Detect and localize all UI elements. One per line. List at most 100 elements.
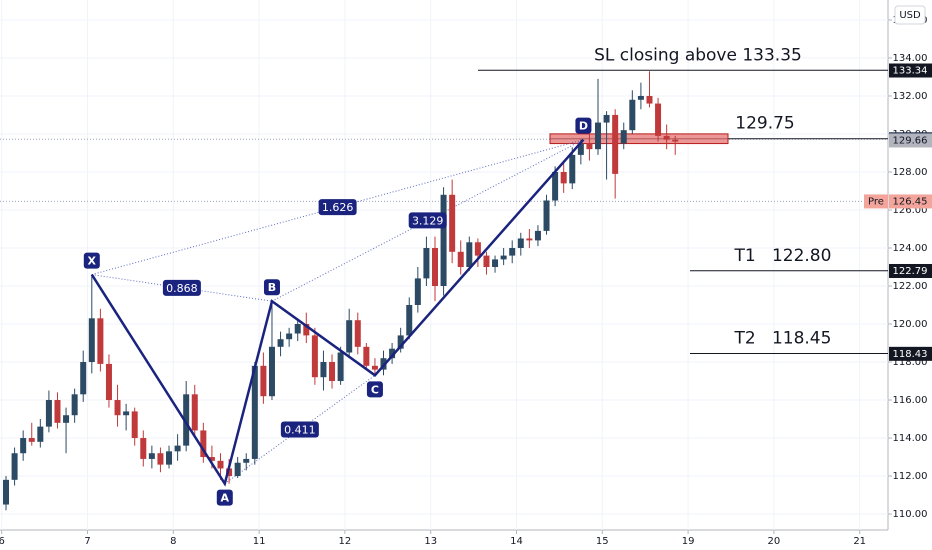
candle-body	[337, 352, 344, 382]
price-tag-prefix: Pre	[868, 196, 884, 207]
candle-body	[329, 362, 336, 382]
y-tick-label: 128.00	[893, 167, 928, 178]
point-label: B	[268, 281, 276, 294]
currency-box	[894, 5, 926, 25]
candle-body	[346, 320, 353, 353]
y-tick-label: 132.00	[893, 91, 928, 102]
price-tag	[889, 63, 932, 78]
candle-body	[20, 438, 27, 454]
price-tag-label: 133.34	[893, 66, 928, 77]
candle-body	[148, 453, 155, 459]
candle-body	[603, 114, 610, 123]
price-tag	[889, 346, 932, 361]
candle-body	[37, 426, 44, 442]
candle-body	[543, 200, 550, 231]
candle-body	[54, 400, 61, 423]
ratio-box	[408, 212, 447, 229]
point-label: A	[221, 492, 230, 505]
point-box	[366, 381, 383, 398]
candle-body	[28, 438, 35, 442]
candle-body	[595, 122, 602, 150]
x-tick-label: 14	[510, 536, 523, 547]
candle-body	[466, 242, 473, 267]
x-tick-label: 21	[853, 536, 866, 547]
candle-body	[655, 103, 662, 136]
ratio-box	[162, 279, 201, 296]
candle-body	[268, 346, 275, 397]
candle-body	[637, 95, 644, 100]
candle-body	[260, 365, 267, 397]
candle-body	[191, 394, 198, 431]
price-tag	[889, 133, 932, 148]
candle-body	[586, 143, 593, 150]
candle-body	[226, 468, 233, 477]
level-label: 129.75	[735, 114, 794, 134]
candle-body	[423, 247, 430, 279]
candle-body	[131, 411, 138, 439]
x-tick-label: 6	[0, 536, 5, 547]
zone	[549, 133, 729, 145]
candle-body	[449, 194, 456, 252]
candle-body	[569, 154, 576, 184]
candle-body	[431, 247, 438, 286]
candle-body	[140, 438, 147, 459]
y-tick-label: 126.00	[893, 205, 928, 216]
ratio-label: 3.129	[412, 214, 444, 227]
candle-body	[63, 415, 70, 423]
candle-body	[105, 363, 112, 401]
price-tag-label: 122.79	[893, 266, 928, 277]
y-tick-label: 118.00	[893, 357, 928, 368]
point-box	[575, 117, 592, 134]
candle-body	[157, 453, 164, 465]
x-tick-label: 11	[253, 536, 266, 547]
y-tick-label: 114.00	[893, 433, 928, 444]
candle-body	[397, 335, 404, 349]
candle-body	[629, 99, 636, 131]
y-tick-label: 112.00	[893, 471, 928, 482]
ratio-label: 0.868	[166, 282, 198, 295]
candle-body	[526, 238, 533, 241]
price-tag	[889, 194, 932, 209]
candle-body	[80, 362, 87, 395]
candle-body	[440, 194, 447, 286]
price-tag-label: 129.66	[893, 135, 928, 146]
level-label: T1 122.80	[734, 246, 832, 266]
y-tick-label: 122.00	[893, 281, 928, 292]
candle-body	[354, 320, 361, 347]
price-tag	[889, 263, 932, 278]
ratio-line	[91, 139, 584, 276]
price-tag-label: 118.43	[893, 349, 928, 360]
candle-body	[123, 411, 130, 416]
point-box	[263, 279, 280, 296]
candle-body	[406, 305, 413, 336]
point-label: X	[88, 255, 97, 268]
point-label: D	[579, 120, 588, 133]
ratio-label: 0.411	[284, 423, 316, 436]
x-tick-label: 15	[596, 536, 609, 547]
currency-label: USD	[899, 10, 921, 21]
ratio-box	[280, 421, 319, 438]
candle-body	[672, 139, 679, 142]
y-tick-label: 110.00	[893, 509, 928, 520]
candle-body	[234, 462, 241, 477]
candle-body	[371, 365, 378, 370]
x-tick-label: 8	[170, 536, 176, 547]
ratio-box	[318, 199, 357, 216]
level-label: SL closing above 133.35	[594, 45, 802, 65]
candle-body	[97, 318, 104, 364]
candle-body	[166, 451, 173, 465]
candle-body	[3, 479, 10, 505]
candle-body	[534, 230, 541, 241]
x-tick-label: 19	[682, 536, 695, 547]
candle-body	[114, 400, 121, 416]
candle-body	[577, 143, 584, 155]
candle-body	[71, 394, 78, 416]
candle-body	[474, 242, 481, 256]
y-tick-label: 116.00	[893, 395, 928, 406]
point-label: C	[371, 383, 379, 396]
candle-body	[320, 362, 327, 378]
candle-body	[457, 251, 464, 267]
candle-body	[45, 400, 52, 427]
